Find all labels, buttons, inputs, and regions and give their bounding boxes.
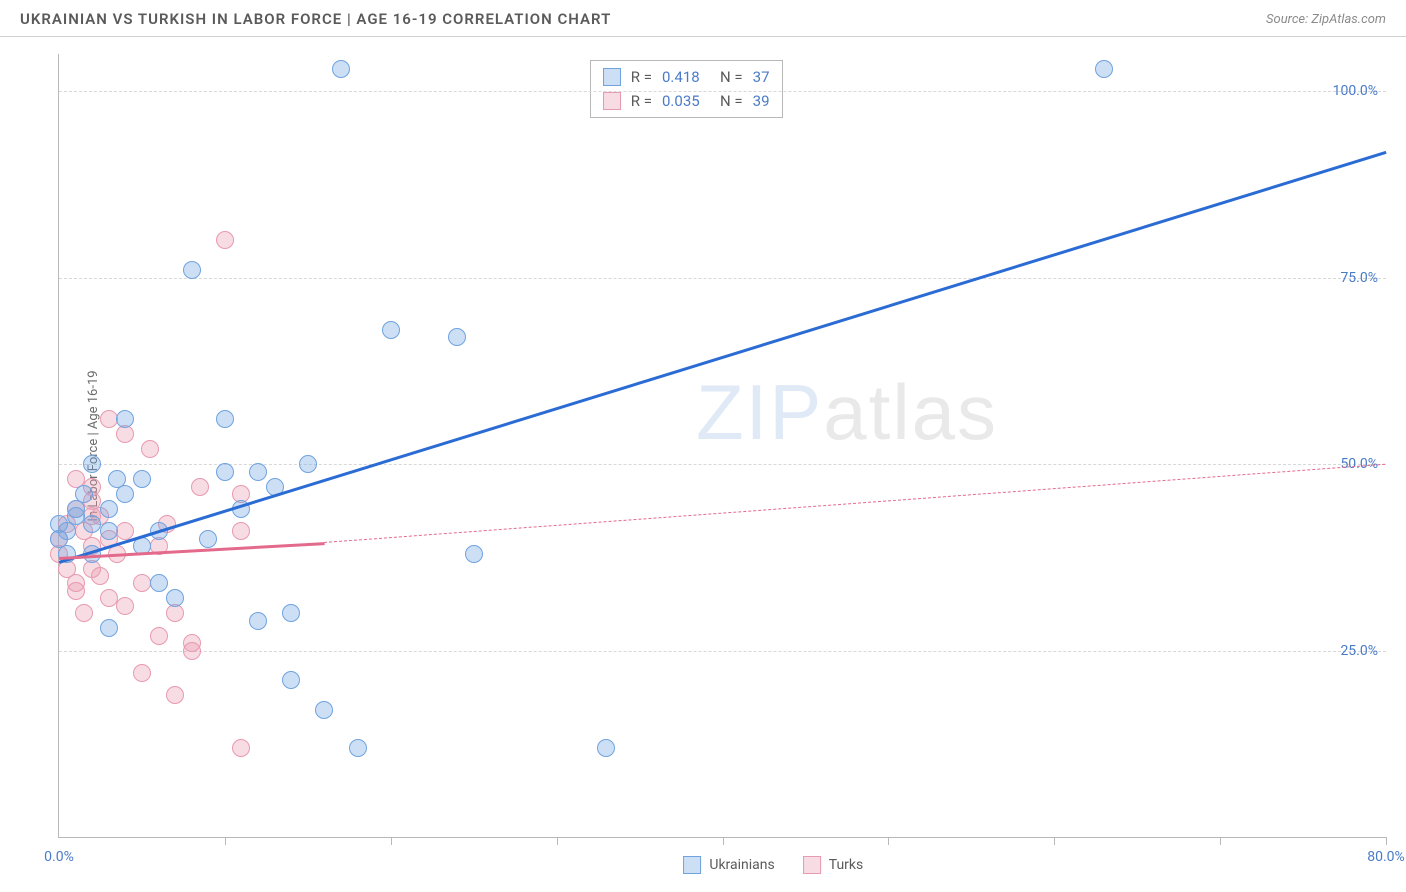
gridline-h xyxy=(59,651,1386,652)
legend-swatch xyxy=(803,856,821,874)
data-point-ukrainians xyxy=(83,455,101,473)
data-point-turks xyxy=(100,410,118,428)
stat-n-value: 37 xyxy=(753,65,770,89)
data-point-ukrainians xyxy=(249,612,267,630)
x-tick xyxy=(391,837,392,845)
stat-r-label: R = xyxy=(631,89,652,113)
x-min-label: 0.0% xyxy=(44,849,74,865)
x-tick xyxy=(225,837,226,845)
legend-label: Turks xyxy=(829,857,864,873)
data-point-ukrainians xyxy=(183,261,201,279)
data-point-ukrainians xyxy=(100,522,118,540)
data-point-ukrainians xyxy=(249,463,267,481)
data-point-ukrainians xyxy=(116,485,134,503)
data-point-ukrainians xyxy=(166,589,184,607)
stat-r-label: R = xyxy=(631,65,652,89)
x-tick xyxy=(557,837,558,845)
data-point-ukrainians xyxy=(100,619,118,637)
chart-title: UKRAINIAN VS TURKISH IN LABOR FORCE | AG… xyxy=(20,10,611,28)
stat-r-value: 0.418 xyxy=(662,65,710,89)
correlation-stats-box: R = 0.418 N = 37 R = 0.035 N = 39 xyxy=(590,60,783,118)
data-point-ukrainians xyxy=(465,545,483,563)
trend-line-dashed xyxy=(324,464,1386,543)
stats-row: R = 0.035 N = 39 xyxy=(603,89,770,113)
data-point-ukrainians xyxy=(216,410,234,428)
data-point-turks xyxy=(116,597,134,615)
data-point-ukrainians xyxy=(315,701,333,719)
data-point-ukrainians xyxy=(75,485,93,503)
x-max-label: 80.0% xyxy=(1367,849,1405,865)
watermark: ZIPatlas xyxy=(696,367,998,458)
data-point-ukrainians xyxy=(382,321,400,339)
data-point-ukrainians xyxy=(150,574,168,592)
x-tick xyxy=(1386,837,1387,845)
data-point-turks xyxy=(141,440,159,458)
data-point-ukrainians xyxy=(349,739,367,757)
x-tick xyxy=(1054,837,1055,845)
x-tick xyxy=(1220,837,1221,845)
legend-swatch xyxy=(683,856,701,874)
chart-header: UKRAINIAN VS TURKISH IN LABOR FORCE | AG… xyxy=(0,0,1406,37)
data-point-ukrainians xyxy=(282,604,300,622)
series-legend: Ukrainians Turks xyxy=(683,856,863,874)
data-point-turks xyxy=(133,574,151,592)
stat-n-value: 39 xyxy=(753,89,770,113)
x-tick xyxy=(888,837,889,845)
watermark-atlas: atlas xyxy=(823,368,998,456)
data-point-turks xyxy=(91,567,109,585)
stat-swatch xyxy=(603,68,621,86)
data-point-ukrainians xyxy=(299,455,317,473)
data-point-turks xyxy=(191,478,209,496)
data-point-ukrainians xyxy=(1095,60,1113,78)
gridline-h xyxy=(59,91,1386,92)
data-point-turks xyxy=(133,664,151,682)
trend-line xyxy=(59,151,1387,564)
legend-item: Turks xyxy=(803,856,864,874)
data-point-turks xyxy=(232,522,250,540)
data-point-turks xyxy=(100,589,118,607)
data-point-ukrainians xyxy=(597,739,615,757)
gridline-h xyxy=(59,278,1386,279)
data-point-turks xyxy=(216,231,234,249)
data-point-ukrainians xyxy=(133,470,151,488)
data-point-turks xyxy=(150,627,168,645)
y-tick-label: 25.0% xyxy=(1340,643,1378,659)
data-point-ukrainians xyxy=(216,463,234,481)
data-point-turks xyxy=(232,739,250,757)
x-tick xyxy=(723,837,724,845)
data-point-ukrainians xyxy=(67,507,85,525)
data-point-ukrainians xyxy=(332,60,350,78)
data-point-ukrainians xyxy=(83,515,101,533)
data-point-ukrainians xyxy=(448,328,466,346)
legend-item: Ukrainians xyxy=(683,856,774,874)
legend-label: Ukrainians xyxy=(709,857,774,873)
data-point-turks xyxy=(67,582,85,600)
data-point-turks xyxy=(75,604,93,622)
stat-n-label: N = xyxy=(720,89,743,113)
stat-swatch xyxy=(603,92,621,110)
watermark-zip: ZIP xyxy=(696,368,823,456)
data-point-turks xyxy=(166,686,184,704)
data-point-ukrainians xyxy=(282,671,300,689)
data-point-ukrainians xyxy=(100,500,118,518)
y-tick-label: 100.0% xyxy=(1333,83,1378,99)
source-attribution: Source: ZipAtlas.com xyxy=(1266,12,1386,27)
stat-r-value: 0.035 xyxy=(662,89,710,113)
stat-n-label: N = xyxy=(720,65,743,89)
data-point-turks xyxy=(183,634,201,652)
data-point-ukrainians xyxy=(116,410,134,428)
y-tick-label: 75.0% xyxy=(1340,270,1378,286)
scatter-chart: ZIPatlas R = 0.418 N = 37 R = 0.035 N = 39 25.0… xyxy=(58,54,1386,838)
data-point-ukrainians xyxy=(199,530,217,548)
stats-row: R = 0.418 N = 37 xyxy=(603,65,770,89)
